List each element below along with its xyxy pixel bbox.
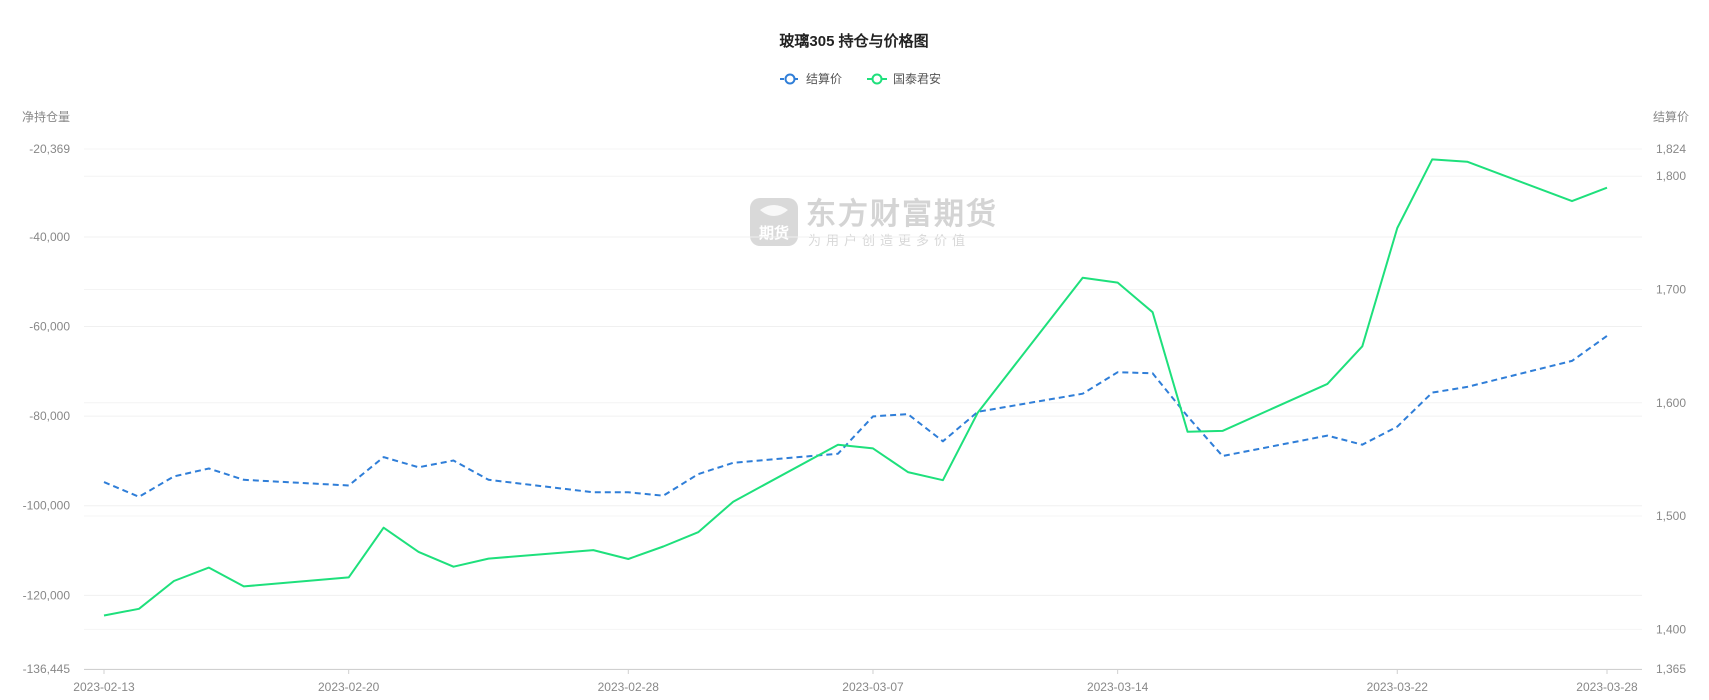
- watermark-logo-text: 期货: [759, 224, 789, 242]
- right-tick-label: 1,400: [1656, 622, 1686, 636]
- series-layer: [103, 158, 1608, 617]
- right-tick-label: 1,700: [1656, 282, 1686, 296]
- x-tick-label: 2023-02-28: [598, 680, 660, 694]
- watermark: 期货 东方财富期货 为用户创造更多价值: [750, 197, 998, 248]
- series-line-guotai-junan: [103, 158, 1608, 617]
- watermark-logo-mark: [760, 205, 788, 216]
- right-axis: 1,824 1,800 1,700 1,600 1,500 1,400 1,365: [1656, 142, 1686, 676]
- x-tick-label: 2023-03-28: [1576, 680, 1638, 694]
- left-tick-label: -40,000: [29, 230, 70, 244]
- left-axis-name: 净持仓量: [22, 109, 70, 124]
- left-tick-label: -20,369: [29, 142, 70, 156]
- chart-title: 玻璃305 持仓与价格图: [779, 32, 928, 50]
- x-tick-label: 2023-03-22: [1367, 680, 1429, 694]
- left-axis: -20,369 -40,000 -60,000 -80,000 -100,000 -120…: [23, 142, 71, 676]
- legend-label: 国泰君安: [893, 71, 941, 86]
- x-tick-label: 2023-02-20: [318, 680, 380, 694]
- right-tick-label: 1,800: [1656, 169, 1686, 183]
- right-tick-label: 1,365: [1656, 662, 1686, 676]
- x-tick-label: 2023-03-14: [1087, 680, 1149, 694]
- right-tick-label: 1,500: [1656, 509, 1686, 523]
- legend-label: 结算价: [806, 71, 842, 86]
- watermark-slogan: 为用户创造更多价值: [808, 233, 970, 248]
- x-tick-label: 2023-03-07: [842, 680, 904, 694]
- x-axis: 2023-02-13 2023-02-20 2023-02-28 2023-03-07…: [73, 669, 1642, 694]
- legend-marker-circle: [871, 73, 883, 85]
- series-line-settlement-price: [103, 335, 1608, 498]
- left-tick-label: -100,000: [23, 499, 71, 513]
- watermark-brand: 东方财富期货: [806, 197, 998, 231]
- left-tick-label: -80,000: [29, 409, 70, 423]
- x-tick-label: 2023-02-13: [73, 680, 135, 694]
- left-tick-label: -120,000: [23, 588, 71, 602]
- right-tick-label: 1,600: [1656, 396, 1686, 410]
- legend: 结算价 国泰君安: [780, 71, 941, 86]
- right-tick-label: 1,824: [1656, 142, 1686, 156]
- right-axis-name: 结算价: [1653, 109, 1689, 124]
- left-tick-label: -60,000: [29, 320, 70, 334]
- legend-marker-circle: [784, 73, 796, 85]
- left-tick-label: -136,445: [23, 662, 71, 676]
